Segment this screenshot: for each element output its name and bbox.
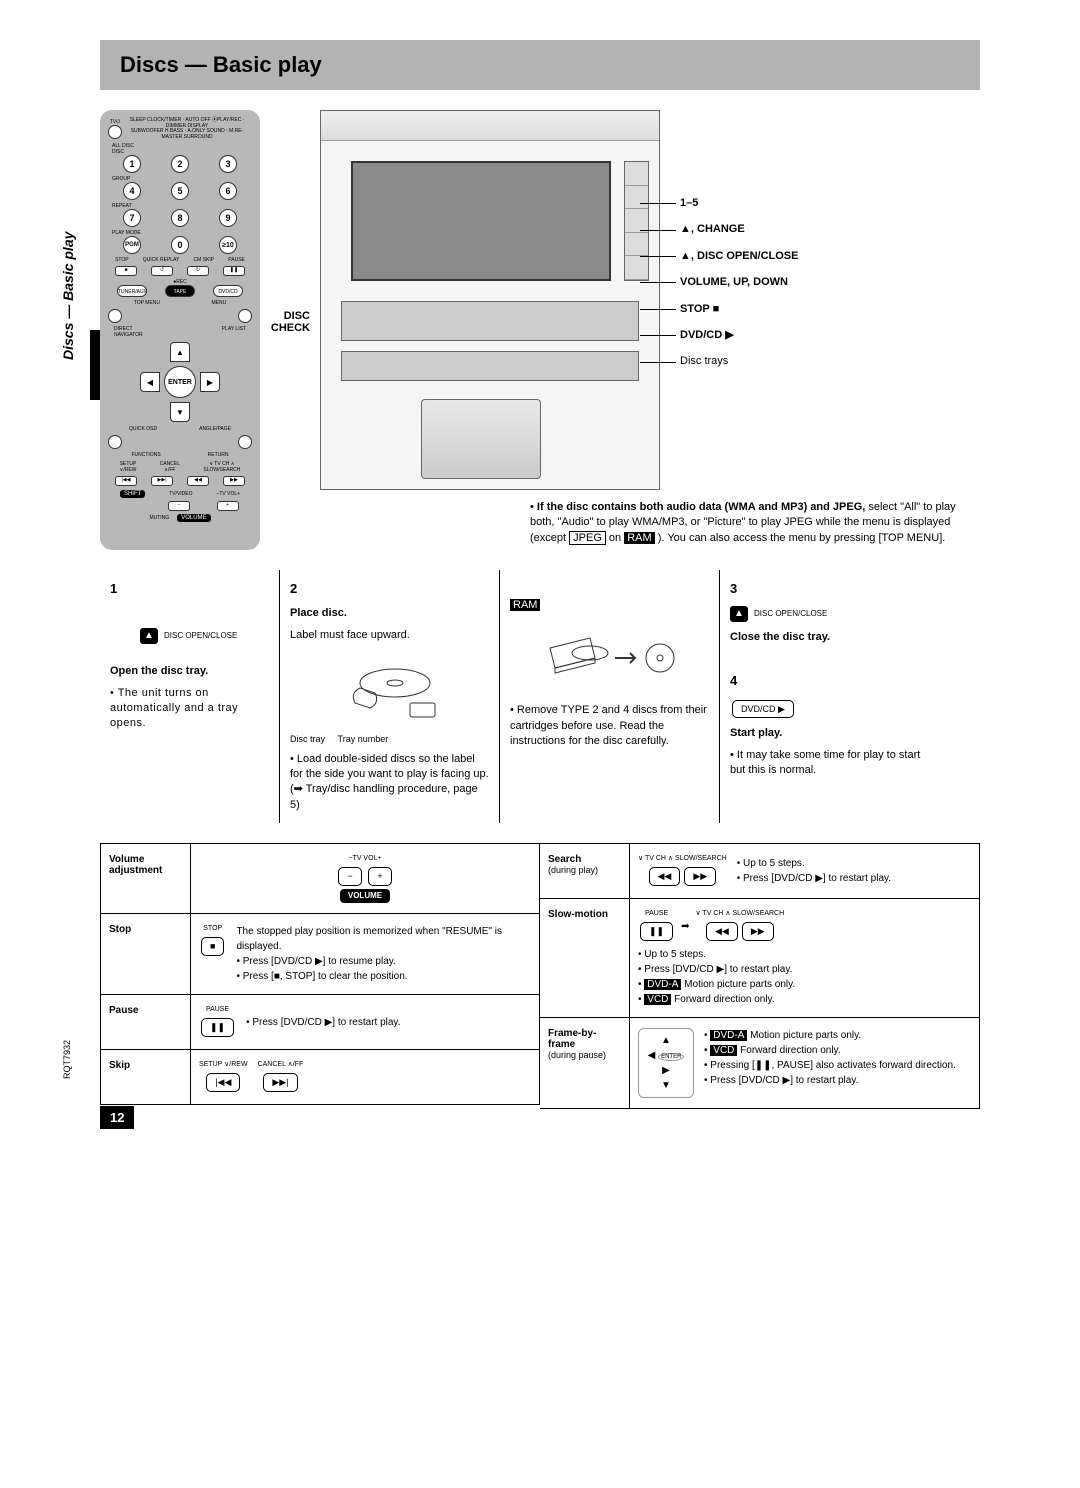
remote-control: TV⏻ SLEEP CLOCK/TIMER · AUTO OFF ⦿PLAY/R… (100, 110, 260, 550)
dpad-left: ◀ (140, 372, 160, 392)
header-bar: Discs — Basic play (100, 40, 980, 90)
dvdcd-button: DVD/CD ▶ (732, 700, 794, 719)
main-unit (320, 110, 660, 490)
controls-tables: Volume adjustment −TV VOL+ − + VOLUME St… (100, 843, 980, 1109)
frame-head: Frame-by-frame(during pause) (540, 1018, 630, 1108)
dpad-right: ▶ (200, 372, 220, 392)
side-tab: Discs — Basic play (60, 232, 76, 360)
power-button (108, 125, 122, 139)
enter-button: ENTER (164, 366, 196, 398)
cartridge-illustration (540, 633, 680, 683)
note-paragraph: • If the disc contains both audio data (… (530, 500, 980, 546)
hand-disc-illustration (340, 653, 440, 723)
num-7: 7 (123, 209, 141, 227)
doc-code: RQT7932 (62, 1040, 72, 1079)
num-4: 4 (123, 182, 141, 200)
unit-speaker (421, 399, 541, 479)
dpad-down: ▼ (170, 402, 190, 422)
dpad-up: ▲ (170, 342, 190, 362)
dpad-mini: ▲ ◀ ENTER ▶ ▼ (638, 1028, 694, 1098)
num-5: 5 (171, 182, 189, 200)
step-2b: RAM • Remove TYPE 2 and 4 discs from the… (500, 570, 720, 823)
unit-controls (341, 351, 639, 381)
page-title: Discs — Basic play (120, 52, 960, 78)
step-1: 1 ▲ DISC OPEN/CLOSE Open the disc tray. … (100, 570, 280, 823)
pause-head: Pause (101, 995, 191, 1049)
num-9: 9 (219, 209, 237, 227)
stop-btn: ■ (115, 266, 137, 276)
pgm-button: PGM (123, 236, 141, 254)
num-0: 0 (171, 236, 189, 254)
close-icon: ▲ (730, 606, 748, 622)
pause-btn: ❚❚ (223, 266, 245, 276)
num-1: 1 (123, 155, 141, 173)
table-right: Search(during play) ∨ TV CH ∧ SLOW/SEARC… (540, 843, 980, 1109)
unit-labels-right: 1–5 ▲, CHANGE ▲, DISC OPEN/CLOSE VOLUME,… (680, 190, 798, 375)
step-2: 2 Place disc. Label must face upward. Di… (280, 570, 500, 823)
num-2: 2 (171, 155, 189, 173)
search-head: Search(during play) (540, 844, 630, 898)
num-6: 6 (219, 182, 237, 200)
skip-head: Skip (101, 1050, 191, 1104)
gte10-button: ≥10 (219, 236, 237, 254)
num-8: 8 (171, 209, 189, 227)
num-3: 3 (219, 155, 237, 173)
disc-check-label: DISC CHECK (250, 310, 310, 334)
table-left: Volume adjustment −TV VOL+ − + VOLUME St… (100, 843, 540, 1109)
disc-slots (624, 161, 649, 281)
slow-head: Slow-motion (540, 899, 630, 1017)
stop-head: Stop (101, 914, 191, 994)
step-3-4: 3 ▲ DISC OPEN/CLOSE Close the disc tray.… (720, 570, 940, 823)
main-unit-area: DISC CHECK 1–5 ▲, CHANGE ▲, DISC OPEN/CL… (280, 110, 980, 546)
open-icon: ▲ (140, 628, 158, 644)
volume-head: Volume adjustment (101, 844, 191, 913)
unit-screen (351, 161, 611, 281)
dpad: ▲ ▼ ◀ ▶ ENTER (140, 342, 220, 422)
page-number: 12 (100, 1106, 134, 1129)
steps-section: 1 ▲ DISC OPEN/CLOSE Open the disc tray. … (100, 570, 980, 823)
unit-cd-panel (341, 301, 639, 341)
